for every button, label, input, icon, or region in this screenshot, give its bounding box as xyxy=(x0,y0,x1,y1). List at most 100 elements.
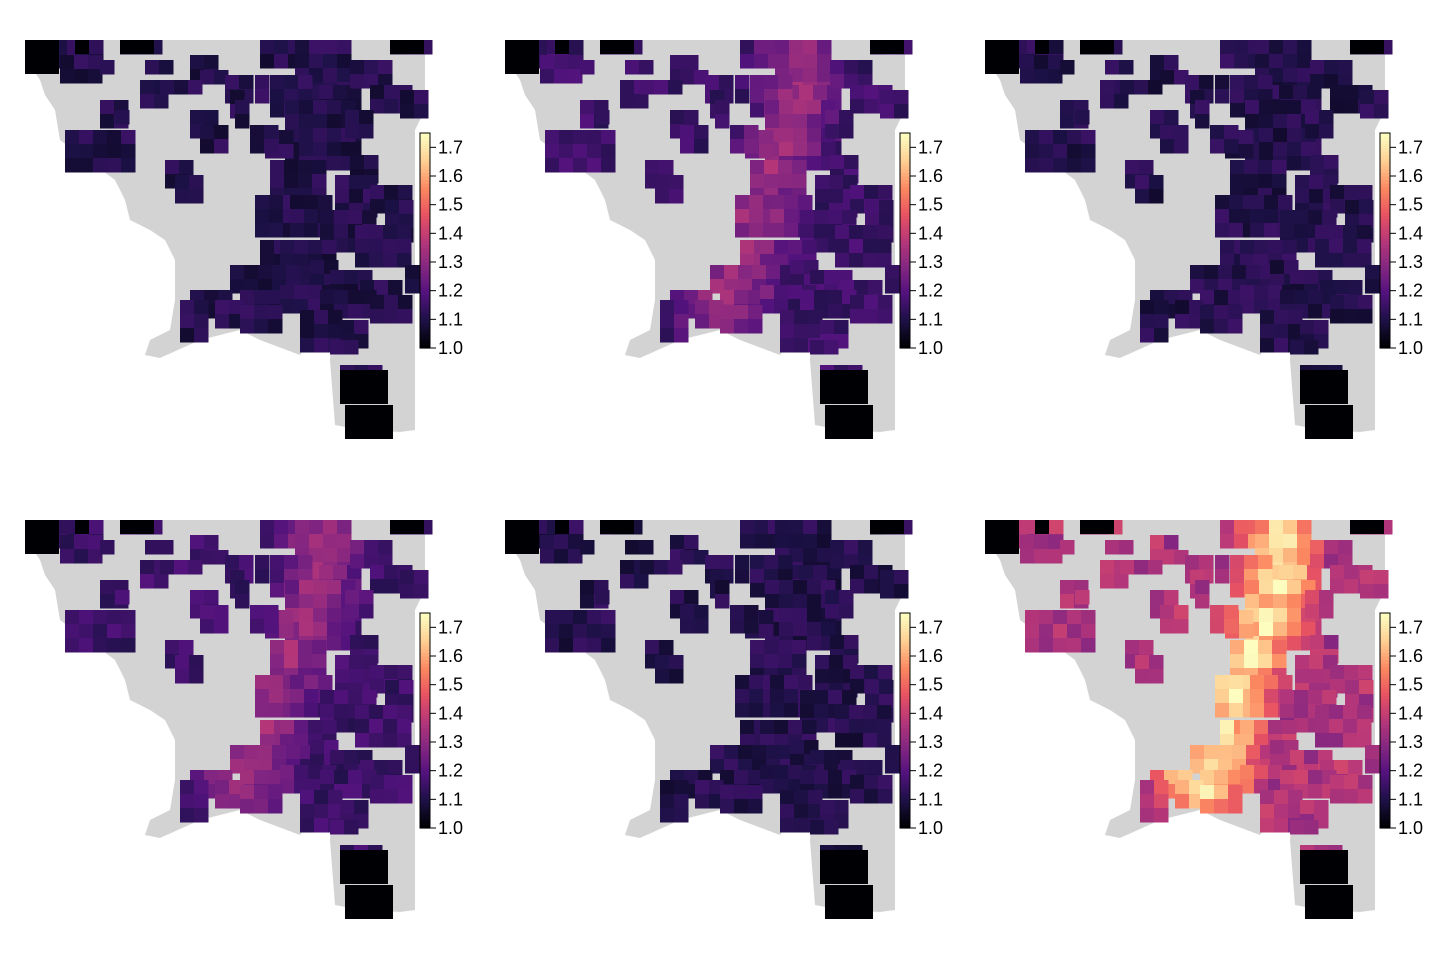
raster-cell xyxy=(821,142,836,157)
raster-cell xyxy=(214,139,229,154)
raster-cell xyxy=(1259,594,1274,609)
legend-gradient-step xyxy=(1380,716,1390,722)
raster-cell xyxy=(850,565,865,580)
legend-gradient-step xyxy=(1380,247,1390,252)
raster-cell xyxy=(268,799,283,814)
legend-tick-label: 1.4 xyxy=(918,223,943,243)
legend-gradient-step xyxy=(1380,265,1390,270)
legend-gradient-step xyxy=(1380,742,1390,747)
legend-tick-label: 1.1 xyxy=(918,789,943,809)
legend-gradient-step xyxy=(420,727,430,732)
legend-gradient-step xyxy=(420,190,430,195)
raster-cell xyxy=(348,210,363,225)
legend-gradient-step xyxy=(420,211,430,217)
raster-cell xyxy=(864,789,879,804)
raster-cell xyxy=(384,565,399,580)
raster-cell xyxy=(1269,520,1284,535)
legend-gradient-step xyxy=(900,315,910,320)
raster-cell xyxy=(180,780,195,795)
raster-cell xyxy=(828,304,843,319)
raster-cell xyxy=(545,130,560,145)
legend-gradient-step xyxy=(900,763,910,768)
raster-cell xyxy=(264,605,279,620)
raster-cell xyxy=(308,299,323,314)
legend-gradient-step xyxy=(420,244,430,249)
legend-gradient-step xyxy=(420,340,430,346)
raster-cell xyxy=(790,754,805,769)
legend-gradient-step xyxy=(1380,150,1390,156)
raster-cell xyxy=(817,534,832,549)
raster-cell xyxy=(1258,555,1273,570)
legend-gradient-step xyxy=(900,630,910,636)
raster-cell xyxy=(730,605,745,620)
raster-cell xyxy=(370,185,385,200)
raster-cell xyxy=(735,223,750,238)
raster-cell xyxy=(545,638,560,653)
raster-cell xyxy=(313,594,328,609)
raster-cell xyxy=(1220,40,1235,55)
raster-cell xyxy=(850,199,865,214)
legend-gradient-step xyxy=(1380,140,1390,145)
legend-gradient-step xyxy=(900,720,910,725)
raster-cell xyxy=(313,114,328,129)
raster-cell xyxy=(327,622,342,637)
raster-cell xyxy=(735,675,750,690)
raster-cell xyxy=(1048,69,1063,84)
raster-cell xyxy=(310,260,325,275)
raster-cell xyxy=(344,270,359,285)
min-value-cell xyxy=(345,405,393,439)
legend-tick-label: 1.7 xyxy=(1398,617,1423,637)
legend-gradient-step xyxy=(900,193,910,199)
raster-cell xyxy=(709,300,724,315)
legend-gradient-step xyxy=(420,788,430,793)
raster-cell xyxy=(312,160,327,175)
raster-cell xyxy=(808,324,823,339)
legend-tick-label: 1.3 xyxy=(918,252,943,272)
legend-gradient-step xyxy=(420,802,430,808)
raster-cell xyxy=(250,125,265,140)
raster-cell xyxy=(398,295,413,310)
legend-gradient-step xyxy=(420,806,430,811)
raster-cell xyxy=(405,265,420,280)
raster-cell xyxy=(1039,624,1054,639)
legend-gradient-step xyxy=(1380,731,1390,736)
raster-cell xyxy=(299,608,314,623)
legend-gradient-step xyxy=(900,133,910,138)
raster-cell xyxy=(240,290,255,305)
raster-cell xyxy=(803,548,818,563)
legend-gradient-step xyxy=(1380,724,1390,729)
raster-cell xyxy=(1154,794,1169,809)
legend-gradient-step xyxy=(900,673,910,679)
raster-cell xyxy=(258,759,273,774)
raster-cell xyxy=(334,224,349,239)
raster-cell xyxy=(298,75,313,90)
legend-gradient-step xyxy=(1380,344,1390,349)
legend-gradient-step xyxy=(1380,623,1390,628)
raster-cell xyxy=(694,605,709,620)
raster-cell xyxy=(1230,640,1245,655)
legend-gradient-step xyxy=(420,204,430,209)
raster-cell xyxy=(370,309,385,324)
raster-cell xyxy=(1049,520,1064,535)
legend-gradient-step xyxy=(420,333,430,338)
raster-cell xyxy=(750,555,765,570)
raster-cell xyxy=(668,560,683,575)
raster-cell xyxy=(1081,130,1096,145)
raster-cell xyxy=(1280,210,1295,225)
legend-gradient-step xyxy=(1380,229,1390,234)
raster-cell xyxy=(348,690,363,705)
raster-cell xyxy=(1148,560,1163,575)
legend-gradient-step xyxy=(900,269,910,274)
raster-cell xyxy=(1258,640,1273,655)
raster-cell xyxy=(1301,622,1316,637)
raster-cell xyxy=(337,54,352,69)
raster-cell xyxy=(200,550,215,565)
raster-cell xyxy=(1287,636,1302,651)
raster-cell xyxy=(1244,555,1259,570)
raster-cell xyxy=(240,785,255,800)
raster-cell xyxy=(1154,314,1169,329)
raster-cell xyxy=(759,144,774,159)
legend-gradient-step xyxy=(1380,251,1390,256)
raster-cell xyxy=(695,300,710,315)
raster-cell xyxy=(298,174,313,189)
